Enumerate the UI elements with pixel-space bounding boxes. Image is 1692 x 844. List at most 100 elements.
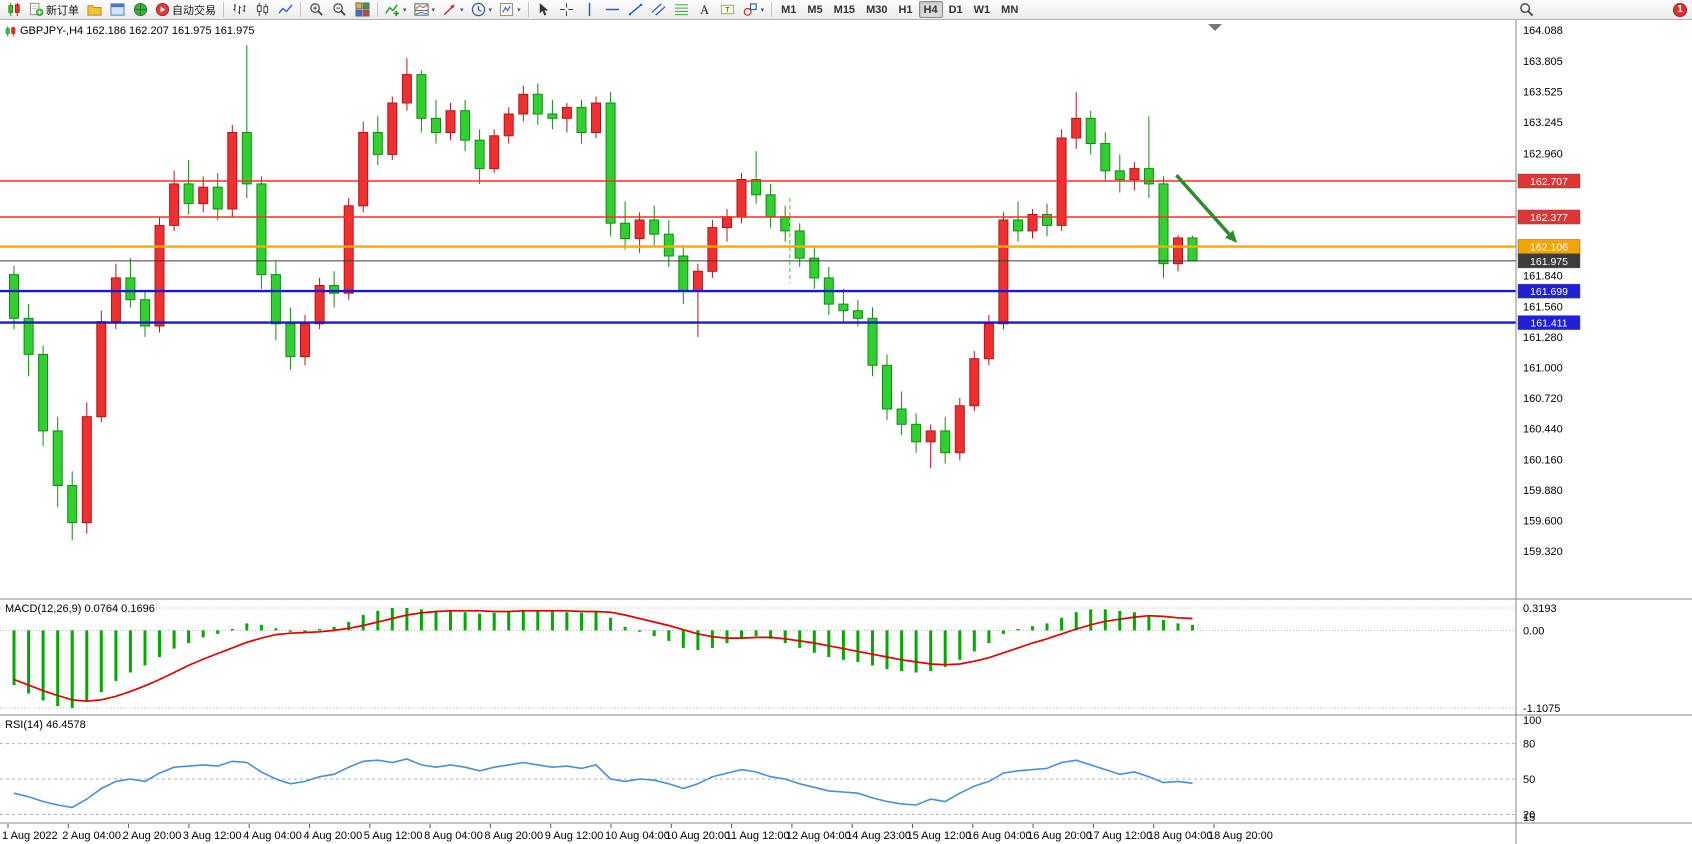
trendline-button[interactable] [625, 1, 647, 19]
candle-body [692, 270, 703, 292]
price-chart-svg[interactable]: 164.088163.805163.525163.245162.960162.6… [0, 20, 1692, 844]
price-tick-label: 159.880 [1523, 485, 1563, 497]
timeframe-m5-button[interactable]: M5 [807, 3, 823, 16]
time-tick-label: 1 Aug 2022 [2, 830, 58, 842]
candle-body [882, 364, 892, 410]
candle-body [954, 405, 965, 454]
candle-body [780, 216, 791, 232]
timeframe-w1-button[interactable]: W1 [973, 3, 991, 16]
profiles-button[interactable] [83, 1, 105, 19]
label-button[interactable]: T [717, 1, 739, 19]
new-order-button[interactable]: 新订单 [26, 1, 82, 19]
toolbar-separator [223, 2, 224, 17]
zoom-out-button[interactable] [328, 1, 350, 19]
candle-body [620, 222, 631, 239]
macd-histogram [12, 608, 1194, 708]
cursor-button[interactable] [533, 1, 555, 19]
trendline-icon [628, 2, 643, 17]
navigator-icon [133, 2, 148, 17]
candle-body [431, 117, 441, 134]
price-tag-161.411: 161.411 [1517, 315, 1581, 330]
crosshair-button[interactable] [556, 1, 578, 19]
periods-button[interactable]: ▾ [468, 1, 496, 19]
candle-body [809, 257, 820, 279]
new-order-icon [29, 2, 44, 17]
candle-body [634, 219, 645, 239]
candlestick-chart-button[interactable] [251, 1, 273, 19]
time-tick-label: 10 Aug 04:00 [605, 830, 670, 842]
shapes-icon [743, 2, 758, 17]
fibonacci-button[interactable] [671, 1, 693, 19]
candle-body [794, 230, 805, 259]
indicators-icon [385, 2, 400, 17]
candle-body [23, 317, 34, 355]
timeframe-h1-button[interactable]: H1 [898, 3, 913, 16]
candle-body [765, 194, 776, 218]
chart-shift-marker[interactable] [1208, 24, 1222, 31]
time-tick-label: 5 Aug 12:00 [364, 830, 423, 842]
time-tick-label: 8 Aug 20:00 [484, 830, 543, 842]
tile-windows-button[interactable] [351, 1, 373, 19]
timeframe-m15-button[interactable]: M15 [833, 3, 856, 16]
candle-body [358, 132, 369, 207]
candle-body [940, 430, 951, 454]
candle-body [300, 323, 310, 358]
candle-body [605, 102, 616, 224]
timeframe-m30-button[interactable]: M30 [866, 3, 888, 16]
time-tick-label: 18 Aug 04:00 [1148, 830, 1213, 842]
candle-body [96, 321, 107, 418]
zoom-in-button[interactable] [305, 1, 327, 19]
crosshair-icon [559, 2, 574, 17]
indicators-button[interactable]: ▾ [382, 1, 410, 19]
time-tick-label: 4 Aug 04:00 [243, 830, 302, 842]
line-chart-button[interactable] [274, 1, 296, 19]
bar-chart-button[interactable] [228, 1, 250, 19]
rsi-tick-label: 80 [1523, 739, 1535, 751]
chevron-down-icon: ▾ [517, 6, 521, 14]
timeframe-d1-button[interactable]: D1 [948, 3, 963, 16]
indicator-windows-button[interactable]: ▾ [411, 1, 439, 19]
toolbar-separator [300, 2, 301, 17]
candle-body [1042, 214, 1052, 226]
search-button[interactable] [1515, 1, 1537, 19]
chart-window-icon [413, 2, 429, 17]
timeframe-mn-button[interactable]: MN [1001, 3, 1019, 16]
autotrade-icon [155, 2, 170, 17]
candle-body [474, 139, 485, 170]
timeframe-h4-button[interactable]: H4 [918, 1, 943, 18]
bars-icon [232, 2, 247, 17]
price-tick-label: 163.245 [1523, 117, 1563, 129]
candle-body [140, 299, 150, 327]
main-toolbar: 新订单 自动交易 ▾ ▾ ▾ ▾ ▾ A T ▾ M1 M5 M15 M30 H1 H4 D1 W1 MN 1 [0, 0, 1692, 20]
candle-body [110, 277, 121, 323]
objects-button[interactable]: ▾ [439, 1, 467, 19]
navigator-button[interactable] [129, 1, 151, 19]
text-button[interactable]: A [694, 1, 716, 19]
toolbar-separator [377, 2, 378, 17]
autotrading-button[interactable]: 自动交易 [152, 1, 219, 19]
candle-body [1143, 168, 1154, 185]
price-tags: 162.707 162.377 162.106 161.975 161.699 161.4… [1517, 173, 1581, 330]
chart-background [0, 20, 1692, 844]
new-chart-button[interactable] [3, 1, 25, 19]
candle-body [125, 277, 136, 301]
vertical-line-button[interactable] [579, 1, 601, 19]
shapes-button[interactable]: ▾ [740, 1, 768, 19]
templates-button[interactable]: ▾ [496, 1, 524, 19]
candle-body [241, 132, 252, 185]
candle-body [256, 183, 267, 276]
timeframe-m1-button[interactable]: M1 [781, 3, 797, 16]
price-tick-label: 161.280 [1523, 332, 1563, 344]
chart-area[interactable]: 164.088163.805163.525163.245162.960162.6… [0, 20, 1692, 844]
trend-arrow[interactable] [1175, 174, 1238, 243]
horizontal-line-button[interactable] [602, 1, 624, 19]
price-tick-label: 162.960 [1523, 148, 1563, 160]
candle-body [925, 430, 936, 443]
market-watch-button[interactable] [106, 1, 128, 19]
channel-button[interactable] [648, 1, 670, 19]
chevron-down-icon: ▾ [403, 6, 407, 14]
candle-body [81, 416, 92, 524]
price-tick-label: 161.840 [1523, 271, 1563, 283]
notification-badge[interactable]: 1 [1673, 2, 1687, 17]
